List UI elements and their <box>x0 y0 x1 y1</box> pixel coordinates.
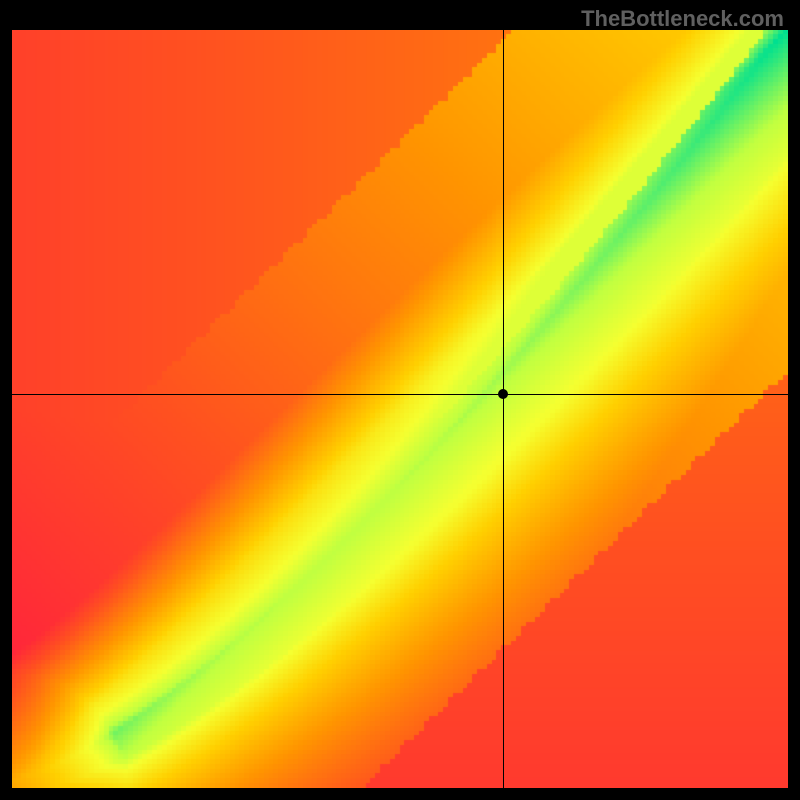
crosshair-horizontal <box>12 394 788 395</box>
heatmap-plot <box>12 30 788 788</box>
marker-dot <box>498 389 508 399</box>
crosshair-vertical <box>503 30 504 788</box>
heatmap-canvas <box>12 30 788 788</box>
watermark-text: TheBottleneck.com <box>581 6 784 32</box>
